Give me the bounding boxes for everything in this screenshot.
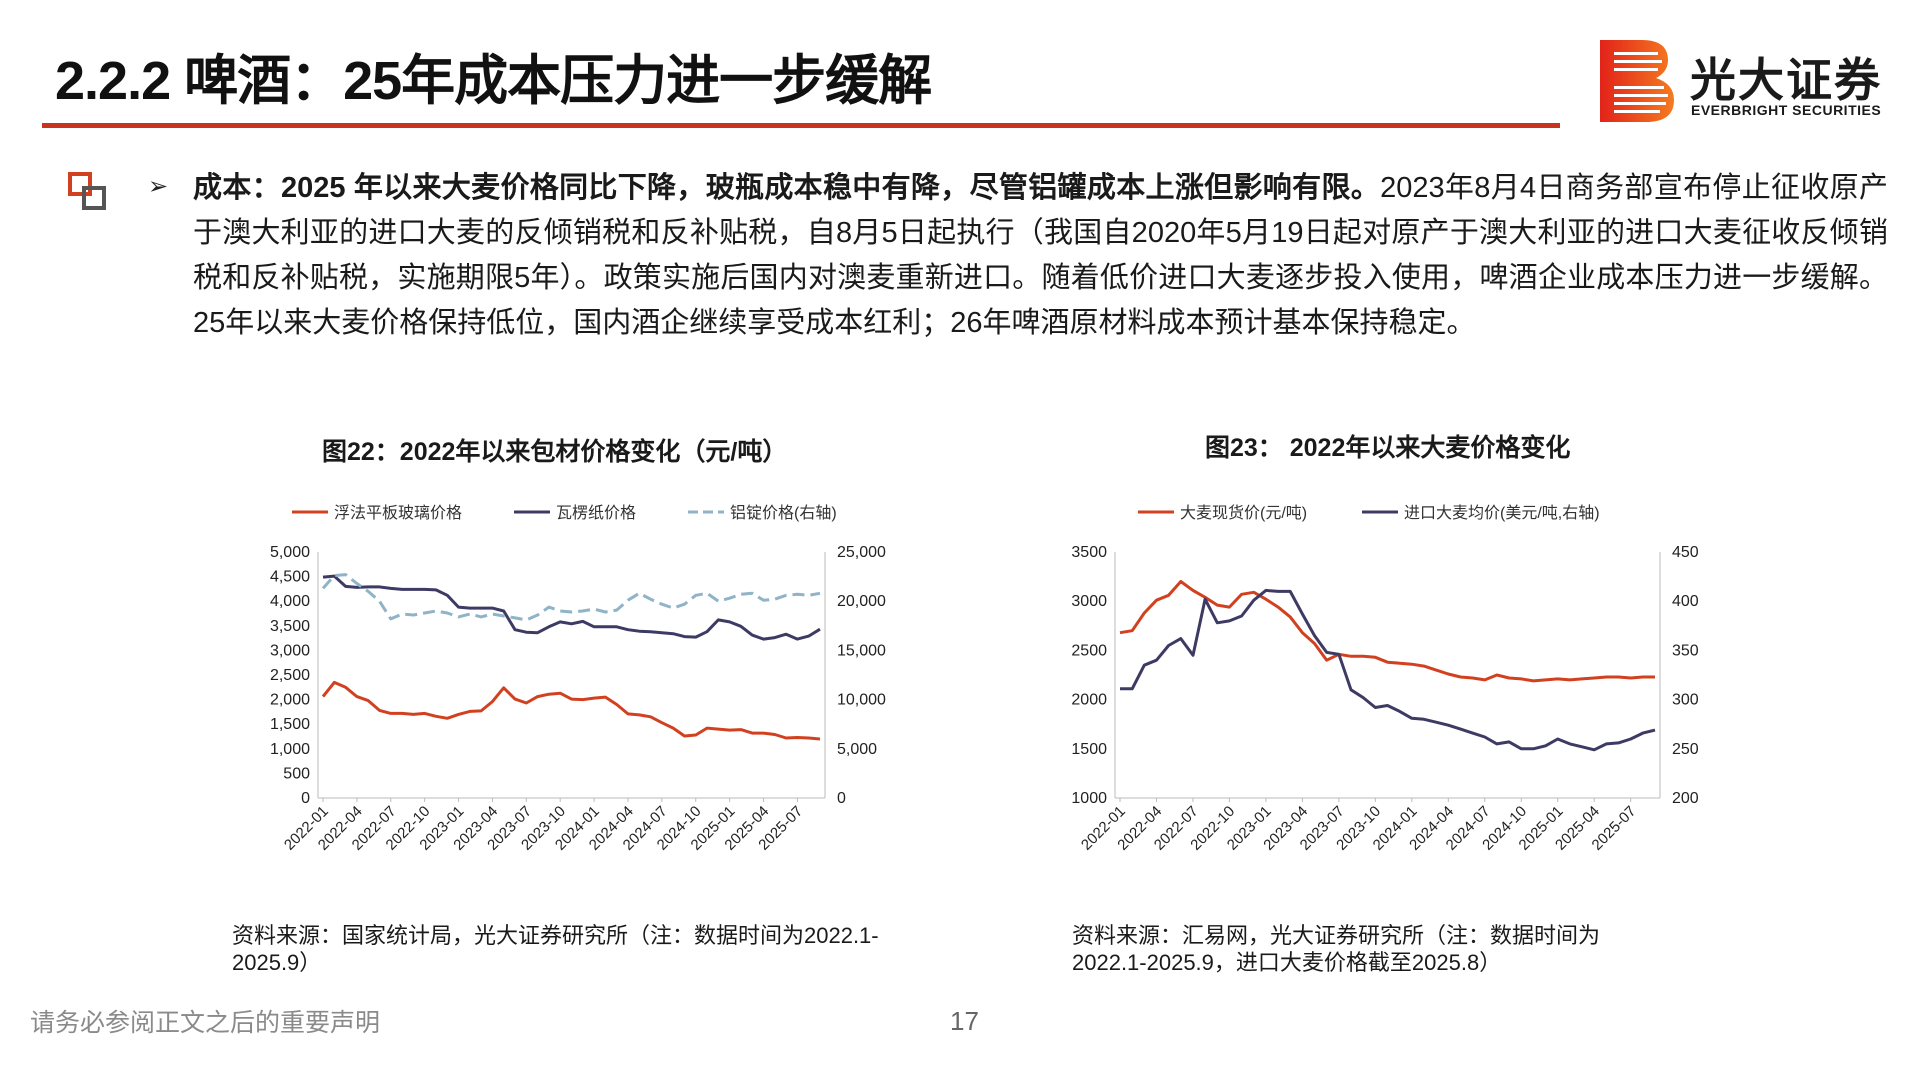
body-paragraph: 成本：2025 年以来大麦价格同比下降，玻瓶成本稳中有降，尽管铝罐成本上涨但影响…: [193, 166, 1888, 346]
left-tick-label: 1500: [1071, 741, 1107, 758]
left-tick-label: 3000: [1071, 593, 1107, 610]
right-tick-label: 250: [1672, 741, 1699, 758]
right-tick-label: 400: [1672, 593, 1699, 610]
legend-label: 铝锭价格(右轴): [730, 504, 837, 522]
left-tick-label: 1,500: [270, 716, 310, 733]
left-tick-label: 2,500: [270, 667, 310, 684]
left-tick-label: 2500: [1071, 642, 1107, 659]
left-tick-label: 4,500: [270, 569, 310, 586]
right-tick-label: 15,000: [837, 642, 886, 659]
figure-23-source: 资料来源：汇易网，光大证券研究所（注：数据时间为2022.1-2025.9，进口…: [1072, 923, 1601, 975]
page-title: 2.2.2 啤酒：25年成本压力进一步缓解: [55, 51, 932, 111]
series-line-2: [1120, 588, 1656, 752]
left-tick-label: 2000: [1071, 692, 1107, 709]
right-tick-label: 350: [1672, 642, 1699, 659]
right-tick-label: 300: [1672, 692, 1699, 709]
legend-label: 浮法平板玻璃价格: [334, 504, 462, 522]
series-line-3: [321, 573, 821, 622]
arrow-bullet-icon: ➢: [148, 173, 169, 200]
right-tick-label: 20,000: [837, 593, 886, 610]
right-tick-label: 200: [1672, 790, 1699, 807]
logo-chinese-name: 光大证券: [1690, 54, 1882, 106]
left-tick-label: 1000: [1071, 790, 1107, 807]
logo-english-name: EVERBRIGHT SECURITIES: [1691, 102, 1882, 118]
right-tick-label: 5,000: [837, 741, 877, 758]
series-line-2: [322, 574, 821, 641]
legend-label: 瓦楞纸价格: [556, 504, 636, 522]
legend-label: 大麦现货价(元/吨): [1180, 504, 1307, 522]
left-tick-label: 3,500: [270, 618, 310, 635]
title-underline: [42, 123, 1560, 128]
everbright-logo: 光大证券 EVERBRIGHT SECURITIES: [1598, 38, 1898, 124]
body-text: 2023年8月4日商务部宣布停止征收原产于澳大利亚的进口大麦的反倾销税和反补贴税…: [193, 172, 1888, 339]
figure-23-chart: 1000 1500 2000 2500 3000 3500 200 250 300 350 400 4…: [1071, 504, 1699, 854]
body-bold-lead: 成本：2025 年以来大麦价格同比下降，玻瓶成本稳中有降，尽管铝罐成本上涨但影响…: [193, 172, 1381, 204]
figure-23-title: 图23： 2022年以来大麦价格变化: [1205, 434, 1571, 462]
right-tick-label: 0: [837, 790, 846, 807]
left-tick-label: 3500: [1071, 544, 1107, 561]
left-tick-label: 2,000: [270, 692, 310, 709]
square-bullet-icon: [68, 172, 106, 210]
left-tick-label: 500: [283, 765, 310, 782]
everbright-logo-mark: [1600, 40, 1674, 122]
left-tick-label: 3,000: [270, 642, 310, 659]
page-number: 17: [950, 1006, 979, 1036]
series-line-1: [321, 680, 821, 741]
left-tick-label: 1,000: [270, 741, 310, 758]
right-tick-label: 25,000: [837, 544, 886, 561]
left-tick-label: 4,000: [270, 593, 310, 610]
figure-22-title: 图22：2022年以来包材价格变化（元/吨）: [322, 438, 788, 466]
figure-22-source: 资料来源：国家统计局，光大证券研究所（注：数据时间为2022.1-2025.9）: [232, 923, 879, 975]
left-tick-label: 5,000: [270, 544, 310, 561]
right-tick-label: 10,000: [837, 692, 886, 709]
figure-22-chart: 0 500 1,000 1,500 2,000 2,500 3,000 3,500 4,000 4…: [270, 504, 886, 854]
legend-label: 进口大麦均价(美元/吨,右轴): [1404, 504, 1600, 522]
footer-disclaimer: 请务必参阅正文之后的重要声明: [30, 1009, 381, 1037]
left-tick-label: 0: [301, 790, 310, 807]
series-line-1: [1119, 580, 1655, 683]
right-tick-label: 450: [1672, 544, 1699, 561]
